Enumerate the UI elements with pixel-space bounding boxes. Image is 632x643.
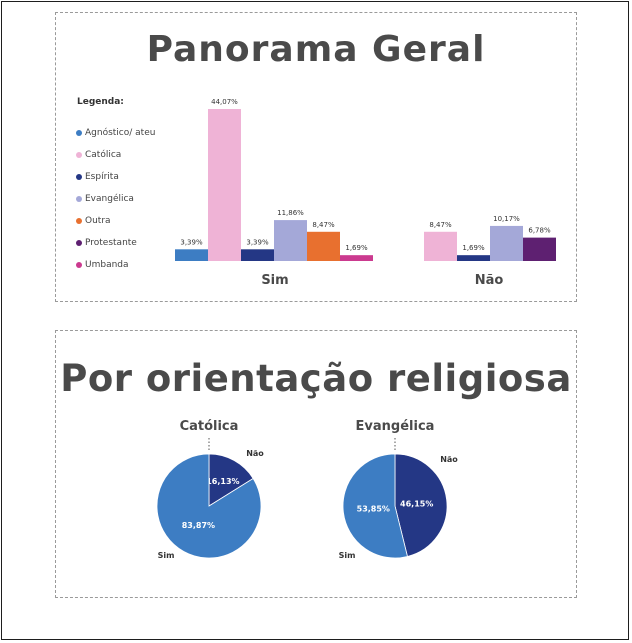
legend-dot-icon xyxy=(76,174,82,180)
legend-label: Católica xyxy=(85,150,122,160)
bar-nao-evangelica xyxy=(490,225,523,261)
legend-dot-icon xyxy=(76,196,82,202)
bar-sim-agnostico-ateu xyxy=(175,249,208,261)
legend-dot-icon xyxy=(76,152,82,158)
legend-label: Espírita xyxy=(85,172,119,182)
pie-value-label: 16,13% xyxy=(206,477,239,486)
category-label-sim: Sim xyxy=(261,273,288,288)
pie-title-evangelica: Evangélica xyxy=(356,419,435,434)
legend-label: Evangélica xyxy=(85,194,134,204)
pie-value-label: 46,15% xyxy=(400,499,433,508)
legend-label: Agnóstico/ ateu xyxy=(85,128,156,138)
bar-sim-evangelica xyxy=(274,220,307,261)
pie-value-label: 83,87% xyxy=(182,521,215,530)
legend-dot-icon xyxy=(76,262,82,268)
legend-item-umbanda: Umbanda xyxy=(76,259,129,271)
legend-item-evangelica: Evangélica xyxy=(76,193,134,205)
bar-sim-umbanda xyxy=(340,255,373,261)
legend-label: Outra xyxy=(85,216,111,226)
bar-sim-espirita xyxy=(241,249,274,261)
bar-nao-catolica xyxy=(424,231,457,261)
legend-item-agnostico: Agnóstico/ ateu xyxy=(76,127,155,139)
bar-value-label: 1,69% xyxy=(462,244,485,252)
bar-value-label: 8,47% xyxy=(429,221,452,229)
orientation-title: Por orientação religiosa xyxy=(60,357,572,400)
bar-value-label: 8,47% xyxy=(312,221,335,229)
general-overview-panel: Panorama Geral Legenda: Agnóstico/ ateu … xyxy=(55,12,577,302)
bar-value-label: 1,69% xyxy=(345,244,368,252)
legend-dot-icon xyxy=(76,218,82,224)
legend-item-outra: Outra xyxy=(76,215,111,227)
legend-label: Protestante xyxy=(85,238,137,248)
legend-item-protestante: Protestante xyxy=(76,237,137,249)
legend-label: Umbanda xyxy=(85,260,129,270)
bar-sim-outra xyxy=(307,231,340,261)
legend-dot-icon xyxy=(76,130,82,136)
bar-value-label: 11,86% xyxy=(277,209,304,217)
pie-category-label: Não xyxy=(246,449,264,458)
legend-dot-icon xyxy=(76,240,82,246)
bar-value-label: 44,07% xyxy=(211,98,238,106)
pie-title-catolica: Católica xyxy=(180,419,239,434)
legend-title: Legenda: xyxy=(77,97,124,107)
bar-value-label: 10,17% xyxy=(493,215,520,223)
pie-category-label: Sim xyxy=(339,551,356,560)
bar-nao-protestante xyxy=(523,237,556,261)
pie-slice-evangelica-sim xyxy=(342,453,408,559)
pie-slice-catolica-sim xyxy=(156,453,262,559)
bar-value-label: 6,78% xyxy=(528,227,551,235)
bar-value-label: 3,39% xyxy=(246,238,269,246)
pie-category-label: Sim xyxy=(158,551,175,560)
category-label-nao: Não xyxy=(475,273,504,288)
pie-category-label: Não xyxy=(440,455,458,464)
bar-sim-catolica xyxy=(208,109,241,261)
pie-slice-evangelica-nao xyxy=(394,453,448,557)
bar-value-label: 3,39% xyxy=(180,238,203,246)
orientation-panel: Por orientação religiosa xyxy=(55,330,577,598)
general-overview-title: Panorama Geral xyxy=(146,29,486,70)
pie-slice-catolica-nao xyxy=(208,453,254,507)
pie-value-label: 53,85% xyxy=(357,505,390,514)
legend-item-catolica: Católica xyxy=(76,149,121,161)
legend-item-espirita: Espírita xyxy=(76,171,119,183)
bar-nao-espirita xyxy=(457,255,490,261)
